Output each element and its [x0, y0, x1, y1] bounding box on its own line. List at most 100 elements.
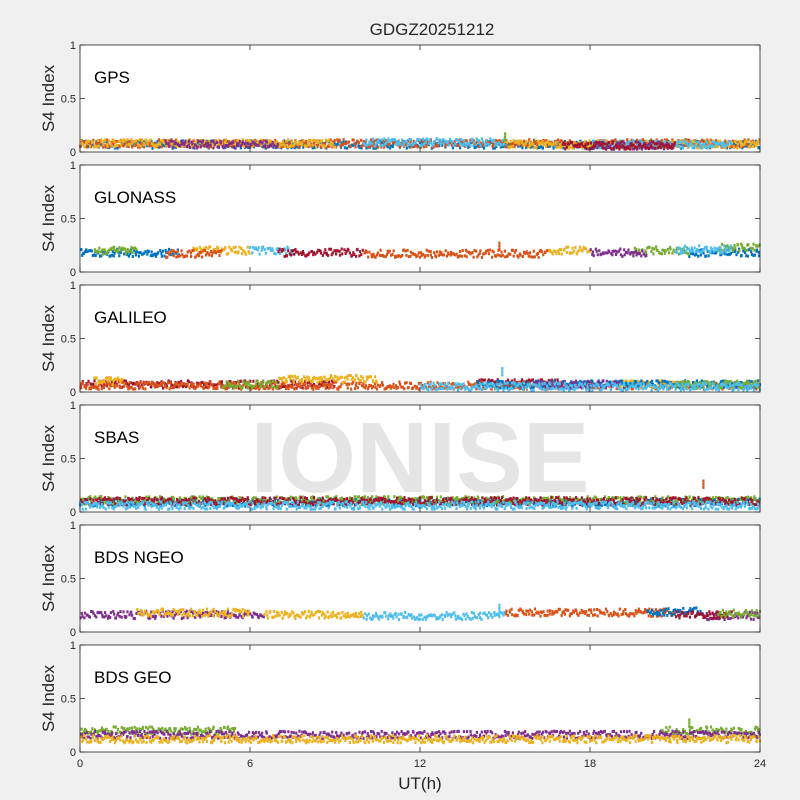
data-point	[546, 143, 549, 147]
data-point	[692, 252, 695, 256]
data-point	[264, 143, 267, 147]
data-point	[477, 380, 480, 384]
data-point	[563, 140, 566, 143]
data-point	[461, 139, 464, 143]
data-point	[741, 143, 744, 146]
data-point	[433, 140, 436, 144]
data-point	[359, 138, 363, 142]
data-point	[753, 253, 757, 257]
data-point	[684, 250, 687, 253]
data-point	[340, 143, 343, 147]
data-point	[285, 380, 289, 384]
data-point	[87, 379, 90, 383]
data-point	[424, 254, 427, 258]
data-point	[487, 252, 491, 256]
data-point	[654, 146, 657, 150]
data-point	[635, 386, 638, 390]
data-point	[447, 252, 450, 256]
data-point	[436, 144, 439, 148]
data-point	[355, 381, 358, 385]
data-point	[212, 386, 215, 390]
data-point	[272, 145, 275, 149]
data-point	[420, 386, 423, 390]
data-point	[650, 144, 653, 148]
data-point	[485, 387, 488, 391]
y-tick-label: 0	[70, 147, 76, 159]
data-point	[131, 250, 134, 254]
data-point	[707, 254, 710, 258]
data-point	[124, 139, 127, 143]
data-point	[214, 251, 217, 255]
data-point	[531, 378, 534, 382]
data-point	[257, 246, 260, 250]
data-point	[245, 145, 248, 149]
data-point	[432, 145, 435, 149]
data-point	[602, 379, 605, 383]
data-point	[338, 253, 342, 257]
data-point	[753, 248, 756, 252]
data-point	[643, 144, 646, 148]
data-point	[650, 388, 653, 392]
data-point	[687, 382, 690, 386]
data-point	[513, 144, 516, 148]
data-point	[479, 249, 482, 253]
data-point	[130, 245, 133, 249]
data-point	[276, 247, 279, 251]
data-point	[512, 254, 515, 258]
data-point	[476, 140, 479, 144]
data-point	[574, 379, 578, 383]
data-point	[352, 138, 355, 142]
data-point	[332, 378, 336, 382]
data-point	[756, 142, 759, 146]
data-point	[746, 254, 749, 258]
data-point	[519, 144, 522, 148]
data-point	[131, 254, 134, 258]
data-point	[289, 144, 293, 148]
data-point	[340, 141, 343, 145]
data-point	[156, 251, 160, 255]
data-point	[455, 143, 458, 147]
data-point	[112, 142, 115, 146]
data-point	[512, 139, 515, 143]
data-point	[439, 142, 442, 146]
data-point	[163, 144, 166, 148]
data-point	[91, 139, 94, 143]
data-point	[266, 247, 269, 250]
data-point	[642, 382, 645, 386]
data-point	[474, 145, 477, 149]
data-point	[712, 382, 715, 386]
data-point	[104, 145, 107, 149]
data-point	[668, 251, 671, 255]
data-point	[630, 138, 633, 142]
data-point	[112, 254, 115, 258]
data-point	[689, 143, 692, 146]
data-point	[188, 386, 191, 390]
data-point	[496, 253, 499, 257]
data-point	[717, 388, 720, 392]
data-point	[471, 251, 474, 255]
data-point	[290, 146, 293, 150]
data-point	[558, 140, 561, 144]
data-point	[209, 245, 212, 249]
y-tick-label: 0.5	[61, 94, 76, 106]
data-point	[630, 251, 633, 254]
data-point	[144, 250, 147, 254]
data-point	[544, 144, 547, 148]
data-point	[525, 140, 528, 144]
data-point	[405, 146, 408, 150]
data-point	[721, 251, 724, 255]
data-point	[176, 249, 179, 253]
data-point	[693, 246, 696, 250]
data-point	[491, 255, 494, 259]
data-point	[667, 386, 670, 390]
data-points	[79, 132, 761, 151]
data-point	[239, 146, 242, 150]
data-point	[252, 145, 255, 149]
data-point	[284, 248, 287, 252]
data-point	[619, 247, 622, 251]
data-point	[430, 386, 434, 390]
data-point	[704, 145, 707, 149]
data-point	[389, 144, 393, 148]
data-point	[591, 250, 594, 254]
data-point	[467, 145, 470, 149]
